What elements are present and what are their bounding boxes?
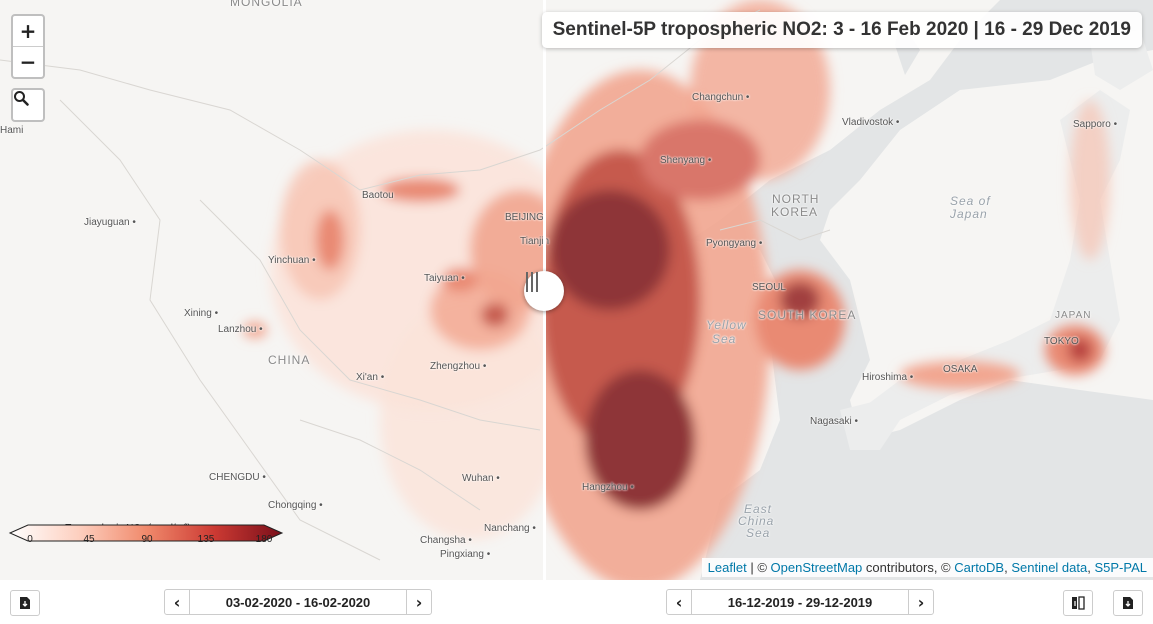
osm-link[interactable]: OpenStreetMap xyxy=(770,560,863,575)
map-tiles xyxy=(0,0,1153,580)
label-pingxiang: Pingxiang xyxy=(440,549,490,560)
label-changchun: Changchun xyxy=(692,92,749,103)
right-date-range: 16-12-2019 - 29-12-2019 xyxy=(692,589,908,615)
attr-contrib: contributors, © xyxy=(862,560,955,575)
label-pyongyang: Pyongyang xyxy=(706,238,762,249)
leaflet-link[interactable]: Leaflet xyxy=(707,560,747,575)
compare-slider-handle[interactable] xyxy=(524,271,564,311)
zoom-control: + − xyxy=(11,14,45,79)
label-north-korea-2: KOREA xyxy=(771,205,819,219)
left-date-range: 03-02-2020 - 16-02-2020 xyxy=(190,589,406,615)
label-nagasaki: Nagasaki xyxy=(810,416,858,427)
label-shenyang: Shenyang xyxy=(660,155,711,166)
attr-sep: , xyxy=(1087,560,1095,575)
s5p-pal-link[interactable]: S5P-PAL xyxy=(1094,560,1147,575)
label-east-china-sea-1: East xyxy=(744,502,773,516)
label-yellow-sea-2: Sea xyxy=(712,332,737,346)
label-east-china-sea-2: China xyxy=(738,514,775,528)
map-view[interactable]: MONGOLIA Hami Jiayuguan Yinchuan Xining … xyxy=(0,0,1153,580)
right-date-navigator: ‹ 16-12-2019 - 29-12-2019 › xyxy=(666,589,934,615)
label-east-china-sea-3: Sea xyxy=(746,526,771,540)
right-prev-date-button[interactable]: ‹ xyxy=(666,589,692,615)
label-sea-of-japan-1: Sea of xyxy=(950,194,991,208)
label-china: CHINA xyxy=(268,353,311,367)
label-baotou: Baotou xyxy=(362,190,394,201)
map-title: Sentinel-5P tropospheric NO2: 3 - 16 Feb… xyxy=(541,12,1142,48)
label-yellow-sea-1: Yellow xyxy=(706,318,747,332)
split-view-button[interactable] xyxy=(1063,590,1093,616)
label-osaka: OSAKA xyxy=(943,364,978,375)
sentinel-link[interactable]: Sentinel data xyxy=(1011,560,1088,575)
label-lanzhou: Lanzhou xyxy=(218,324,263,335)
label-xian: Xi'an xyxy=(356,372,384,383)
label-wuhan: Wuhan xyxy=(462,473,500,484)
label-tokyo: TOKYO xyxy=(1044,336,1079,347)
search-icon xyxy=(14,91,29,106)
legend: Tropospheric NO₂ (μmol/m²) 0 45 90 135 1… xyxy=(8,523,288,546)
label-seoul: SEOUL xyxy=(752,282,786,293)
split-view-icon xyxy=(1072,596,1085,610)
left-date-navigator: ‹ 03-02-2020 - 16-02-2020 › xyxy=(164,589,432,615)
label-hami: Hami xyxy=(0,125,24,136)
legend-tick: 0 xyxy=(27,534,33,545)
label-jiayuguan: Jiayuguan xyxy=(84,217,136,228)
label-north-korea-1: NORTH xyxy=(772,192,820,206)
label-sea-of-japan-2: Japan xyxy=(950,207,988,221)
label-sapporo: Sapporo xyxy=(1073,119,1117,130)
drag-handle-icon xyxy=(526,272,538,292)
label-xining: Xining xyxy=(184,308,218,319)
legend-colorbar xyxy=(8,524,284,542)
download-left-button[interactable] xyxy=(10,590,40,616)
right-next-date-button[interactable]: › xyxy=(908,589,934,615)
left-next-date-button[interactable]: › xyxy=(406,589,432,615)
label-vladivostok: Vladivostok xyxy=(842,117,899,128)
attr-sep: , xyxy=(1004,560,1012,575)
file-download-icon xyxy=(20,597,30,609)
label-mongolia: MONGOLIA xyxy=(230,0,303,9)
label-chengdu: CHENGDU xyxy=(209,472,266,483)
label-beijing: BEIJING xyxy=(505,212,544,223)
cartodb-link[interactable]: CartoDB xyxy=(954,560,1005,575)
zoom-in-button[interactable]: + xyxy=(19,19,37,43)
legend-tick: 135 xyxy=(197,534,215,545)
left-prev-date-button[interactable]: ‹ xyxy=(164,589,190,615)
label-nanchang: Nanchang xyxy=(484,523,536,534)
label-zhengzhou: Zhengzhou xyxy=(430,361,486,372)
label-japan: JAPAN xyxy=(1055,310,1092,321)
label-tianjin: Tianjin xyxy=(520,236,550,247)
no2-layer-dec-2019 xyxy=(544,0,1110,580)
label-hangzhou: Hangzhou xyxy=(582,482,634,493)
attr-sep: | © xyxy=(746,560,771,575)
map-attribution: Leaflet | © OpenStreetMap contributors, … xyxy=(701,558,1153,577)
legend-tick: 180 xyxy=(255,534,273,545)
download-right-button[interactable] xyxy=(1113,590,1143,616)
label-yinchuan: Yinchuan xyxy=(268,255,316,266)
no2-layer-feb-2020 xyxy=(243,130,544,540)
label-hiroshima: Hiroshima xyxy=(862,372,913,383)
label-changsha: Changsha xyxy=(420,535,472,546)
legend-tick: 45 xyxy=(83,534,95,545)
label-chongqing: Chongqing xyxy=(268,500,323,511)
search-button[interactable] xyxy=(11,88,45,122)
zoom-out-button[interactable]: − xyxy=(13,46,43,77)
legend-tick: 90 xyxy=(141,534,153,545)
label-taiyuan: Taiyuan xyxy=(424,273,465,284)
file-download-icon xyxy=(1123,597,1133,609)
label-south-korea: SOUTH KOREA xyxy=(758,308,857,322)
